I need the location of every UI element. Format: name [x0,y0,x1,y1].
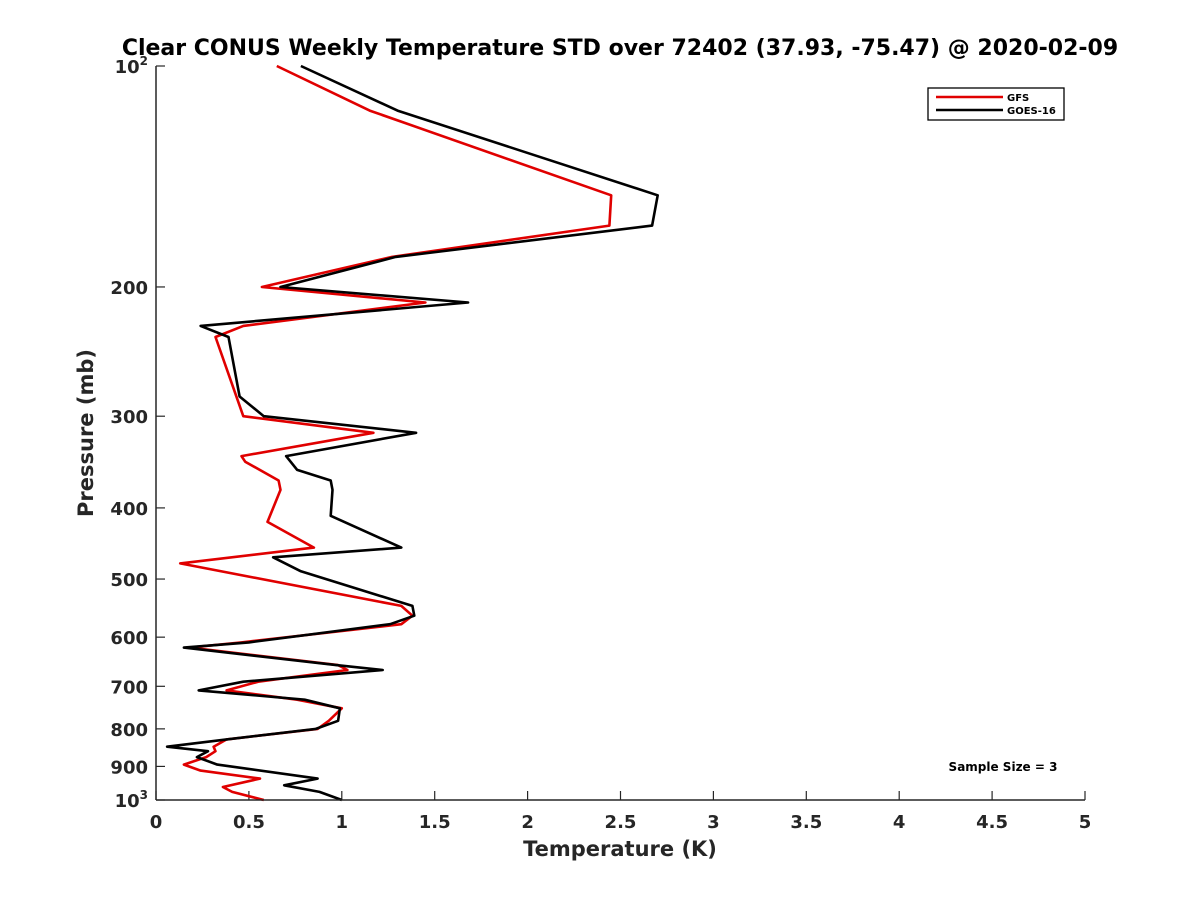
y-tick-label: 300 [110,407,148,428]
x-tick-label: 1 [336,812,349,833]
plot-series-group [165,64,660,802]
x-tick-label: 2.5 [605,812,637,833]
legend-label-goes-16: GOES-16 [1007,106,1056,117]
y-tick-label: 600 [110,628,148,649]
legend-label-gfs: GFS [1007,93,1029,104]
x-tick-label: 0.5 [233,812,265,833]
y-axis-ticks: 102 200 300 400 500 600 700 800 900 103 [110,54,165,812]
x-axis-label: Temperature (K) [523,837,717,861]
x-tick-label: 4 [893,812,906,833]
series-line-goes-16 [165,64,660,802]
y-tick-label: 103 [115,788,148,812]
y-tick-label: 200 [110,278,148,299]
y-tick-label: 102 [115,54,148,78]
y-tick-label: 500 [110,570,148,591]
y-tick-label: 900 [110,757,148,778]
sample-size-annotation: Sample Size = 3 [949,760,1058,774]
x-tick-label: 4.5 [976,812,1008,833]
y-tick-label: 400 [110,499,148,520]
chart-title: Clear CONUS Weekly Temperature STD over … [122,36,1118,61]
legend: GFS GOES-16 [927,87,1065,121]
x-tick-label: 2 [521,812,534,833]
x-tick-label: 3 [707,812,720,833]
x-tick-label: 5 [1079,812,1092,833]
x-tick-label: 1.5 [419,812,451,833]
x-tick-label: 3.5 [790,812,822,833]
x-tick-label: 0 [150,812,163,833]
legend-box [927,87,1065,121]
y-tick-label: 700 [110,677,148,698]
y-axis-label: Pressure (mb) [74,349,98,517]
x-axis-ticks: 0 0.5 1 1.5 2 2.5 3 3.5 4 4.5 5 [150,791,1092,833]
y-tick-label: 800 [110,720,148,741]
